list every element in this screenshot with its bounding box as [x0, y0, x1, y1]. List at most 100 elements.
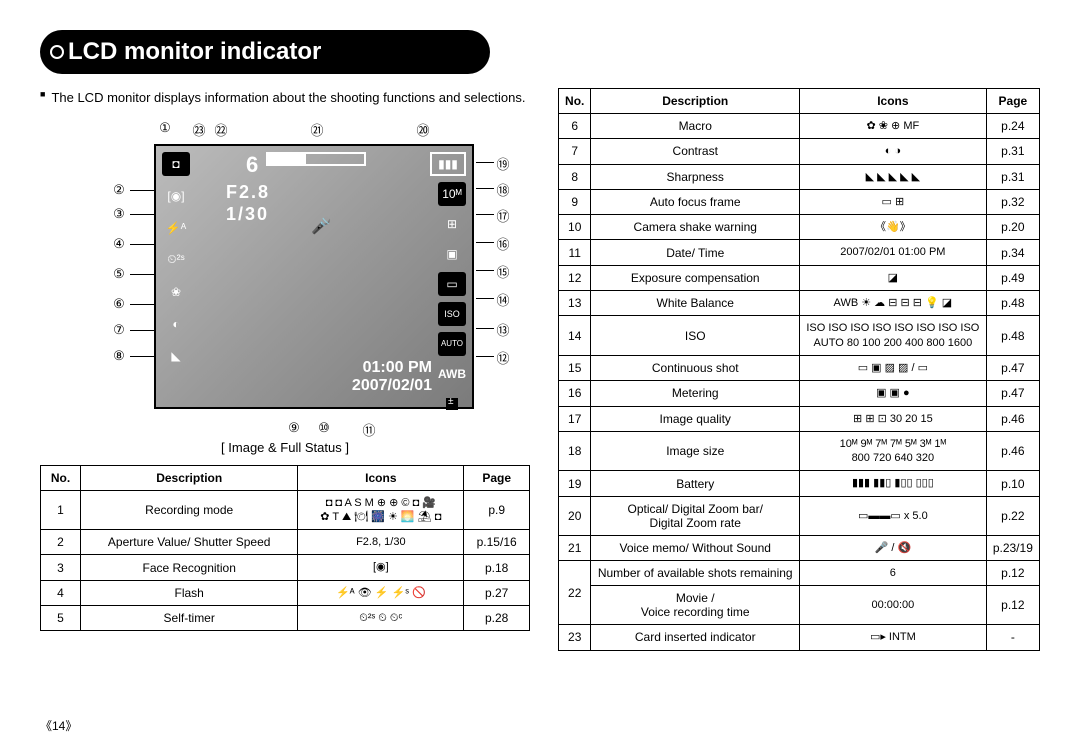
- callout-9: ⑨: [285, 420, 303, 436]
- table-row: 20Optical/ Digital Zoom bar/Digital Zoom…: [559, 496, 1040, 535]
- cell-desc: Continuous shot: [591, 355, 800, 380]
- cell-icons: 2007/02/01 01:00 PM: [800, 240, 987, 265]
- flash-icon: ⚡ᴬ: [162, 216, 190, 240]
- cell-no: 15: [559, 355, 591, 380]
- cell-no: 1: [41, 490, 81, 530]
- table-row: 2Aperture Value/ Shutter SpeedF2.8, 1/30…: [41, 530, 530, 555]
- th-no-r: No.: [559, 89, 591, 114]
- mic-icon: 🎤: [311, 216, 331, 236]
- metering-icon: ▣: [438, 242, 466, 266]
- table-row: 13White BalanceAWB ☀ ☁ ⊟ ⊟ ⊟ 💡 ◪p.48: [559, 291, 1040, 316]
- cell-no: 13: [559, 291, 591, 316]
- cell-page: p.9: [464, 490, 530, 530]
- callout-18: ⑱: [494, 180, 512, 199]
- cell-no: 12: [559, 265, 591, 290]
- cell-desc: Flash: [81, 580, 298, 605]
- cell-no: 3: [41, 555, 81, 580]
- cell-icons: ◐ ◑: [800, 139, 987, 164]
- datetime-block: 01:00 PM 2007/02/01: [352, 359, 432, 395]
- callout-19: ⑲: [494, 154, 512, 173]
- cell-page: p.27: [464, 580, 530, 605]
- cell-desc: White Balance: [591, 291, 800, 316]
- cell-page: p.10: [986, 471, 1039, 496]
- th-no: No.: [41, 465, 81, 490]
- callout-1: ①: [156, 120, 174, 136]
- callout-23: ㉓: [190, 120, 208, 139]
- cell-icons: ▣ ▣ ●: [800, 381, 987, 406]
- cell-page: p.46: [986, 406, 1039, 431]
- cell-icons: ◘ ◘ A S M ⊕ ⊕ © ◘ 🎥✿ T ⛰ 🍽 🎆 ☀ 🌅 ⛱ ◘: [298, 490, 464, 530]
- cell-icons: ▭ ⊞: [800, 189, 987, 214]
- cell-desc: Image quality: [591, 406, 800, 431]
- cell-no: 2: [41, 530, 81, 555]
- right-reference-table: No. Description Icons Page 6Macro✿ ❀ ⊕ M…: [558, 88, 1040, 651]
- callout-17: ⑰: [494, 206, 512, 225]
- intro-text: ■ The LCD monitor displays information a…: [40, 88, 530, 108]
- cell-no: 7: [559, 139, 591, 164]
- table-row: Movie /Voice recording time00:00:00p.12: [559, 586, 1040, 625]
- cell-icons: 10ᴹ 9ᴹ 7ᴹ 7ᴹ 5ᴹ 3ᴹ 1ᴹ800 720 640 320: [800, 431, 987, 471]
- aperture-value: F2.8: [226, 182, 270, 203]
- callout-21: ㉑: [308, 120, 326, 139]
- cell-page: -: [986, 625, 1039, 650]
- table-row: 17Image quality⊞ ⊞ ⊡ 30 20 15p.46: [559, 406, 1040, 431]
- callout-14: ⑭: [494, 290, 512, 309]
- iso-auto-icon: AUTO: [438, 332, 466, 356]
- cell-icons: ✿ ❀ ⊕ MF: [800, 114, 987, 139]
- contrast-icon: ◐: [162, 312, 190, 336]
- table-row: 8Sharpness◣ ◣ ◣ ◣ ◣p.31: [559, 164, 1040, 189]
- cell-desc: Metering: [591, 381, 800, 406]
- cell-page: p.12: [986, 586, 1039, 625]
- cell-desc: Sharpness: [591, 164, 800, 189]
- cell-page: p.15/16: [464, 530, 530, 555]
- cell-desc: Macro: [591, 114, 800, 139]
- table-row: 15Continuous shot▭ ▣ ▨ ▨ / ▭p.47: [559, 355, 1040, 380]
- left-reference-table: No. Description Icons Page 1Recording mo…: [40, 465, 530, 632]
- left-column: ■ The LCD monitor displays information a…: [40, 88, 530, 651]
- cell-page: p.49: [986, 265, 1039, 290]
- cell-page: p.48: [986, 291, 1039, 316]
- zoom-bar-icon: [266, 152, 366, 166]
- right-column: No. Description Icons Page 6Macro✿ ❀ ⊕ M…: [558, 88, 1040, 651]
- table-row: 19Battery▮▮▮ ▮▮▯ ▮▯▯ ▯▯▯p.10: [559, 471, 1040, 496]
- cell-icons: 6: [800, 561, 987, 586]
- cell-desc: Exposure compensation: [591, 265, 800, 290]
- cell-icons: ▭▬▬▭ x 5.0: [800, 496, 987, 535]
- callout-11: ⑪: [360, 420, 378, 439]
- cell-desc: ISO: [591, 316, 800, 356]
- cell-icons: ⏲²ˢ ⏲ ⏲ᶜ: [298, 605, 464, 630]
- cell-desc: Contrast: [591, 139, 800, 164]
- callout-13: ⑬: [494, 320, 512, 339]
- th-page: Page: [464, 465, 530, 490]
- cell-no: 10: [559, 215, 591, 240]
- cell-desc: Card inserted indicator: [591, 625, 800, 650]
- cell-no: 14: [559, 316, 591, 356]
- cell-no: 22: [559, 561, 591, 625]
- cell-page: p.18: [464, 555, 530, 580]
- cell-icons: F2.8, 1/30: [298, 530, 464, 555]
- cell-desc: Image size: [591, 431, 800, 471]
- cell-desc: Face Recognition: [81, 555, 298, 580]
- macro-icon: ❀: [162, 280, 190, 304]
- callout-3: ③: [110, 206, 128, 222]
- table-row: 16Metering▣ ▣ ●p.47: [559, 381, 1040, 406]
- cell-no: 11: [559, 240, 591, 265]
- cell-desc: Camera shake warning: [591, 215, 800, 240]
- table-row: 3Face Recognition[◉]p.18: [41, 555, 530, 580]
- cell-page: p.22: [986, 496, 1039, 535]
- table-row: 1Recording mode◘ ◘ A S M ⊕ ⊕ © ◘ 🎥✿ T ⛰ …: [41, 490, 530, 530]
- table-row: 22Number of available shots remaining6p.…: [559, 561, 1040, 586]
- expcomp-icon: [438, 392, 466, 416]
- cell-no: 19: [559, 471, 591, 496]
- cell-no: 21: [559, 535, 591, 560]
- table-row: 10Camera shake warning《👋》p.20: [559, 215, 1040, 240]
- bullet-icon: ■: [40, 88, 45, 108]
- cell-desc: Movie /Voice recording time: [591, 586, 800, 625]
- image-caption: [ Image & Full Status ]: [40, 440, 530, 455]
- cell-no: 20: [559, 496, 591, 535]
- cell-no: 17: [559, 406, 591, 431]
- cell-no: 9: [559, 189, 591, 214]
- cell-page: p.31: [986, 139, 1039, 164]
- callout-10: ⑩: [315, 420, 333, 436]
- shots-remaining: 6: [246, 152, 258, 178]
